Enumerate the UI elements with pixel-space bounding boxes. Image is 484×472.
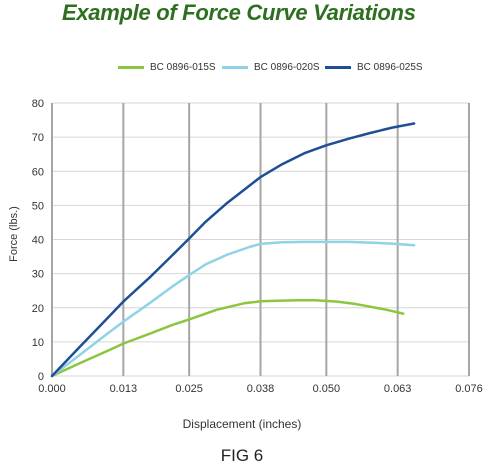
chart-title: Example of Force Curve Variations <box>62 0 416 25</box>
x-tick-label: 0.025 <box>175 383 203 395</box>
y-tick-label: 40 <box>32 235 44 247</box>
x-tick-label: 0.063 <box>384 383 412 395</box>
legend-label-025s: BC 0896-025S <box>357 62 423 73</box>
x-axis-label: Displacement (inches) <box>182 417 302 431</box>
legend-swatch-020s <box>222 66 248 69</box>
x-tick-label: 0.013 <box>110 383 138 395</box>
y-tick-label: 60 <box>32 166 44 178</box>
y-tick-label: 10 <box>32 337 44 349</box>
legend-item-025s: BC 0896-025S <box>325 62 423 73</box>
x-tick-label: 0.076 <box>455 383 483 395</box>
y-tick-label: 80 <box>32 98 44 110</box>
legend-label-015s: BC 0896-015S <box>150 62 216 73</box>
legend-swatch-015s <box>118 66 144 69</box>
legend-item-015s: BC 0896-015S <box>118 62 216 73</box>
x-tick-label: 0.038 <box>247 383 275 395</box>
figure-caption: FIG 6 <box>220 446 264 465</box>
y-tick-label: 0 <box>38 371 44 383</box>
y-tick-label: 50 <box>32 200 44 212</box>
series-line-0 <box>50 298 405 378</box>
legend-label-020s: BC 0896-020S <box>254 62 320 73</box>
chart-legend: BC 0896-015S BC 0896-020S BC 0896-025S <box>0 62 484 78</box>
x-tick-label: 0.000 <box>38 383 66 395</box>
series-line-2 <box>50 122 416 378</box>
y-tick-label: 70 <box>32 132 44 144</box>
y-axis-label: Force (lbs.) <box>7 206 20 262</box>
y-tick-label: 30 <box>32 269 44 281</box>
y-tick-label: 20 <box>32 303 44 315</box>
x-tick-label: 0.050 <box>313 383 341 395</box>
legend-swatch-025s <box>325 66 351 69</box>
series-line-1 <box>50 240 416 378</box>
legend-item-020s: BC 0896-020S <box>222 62 320 73</box>
